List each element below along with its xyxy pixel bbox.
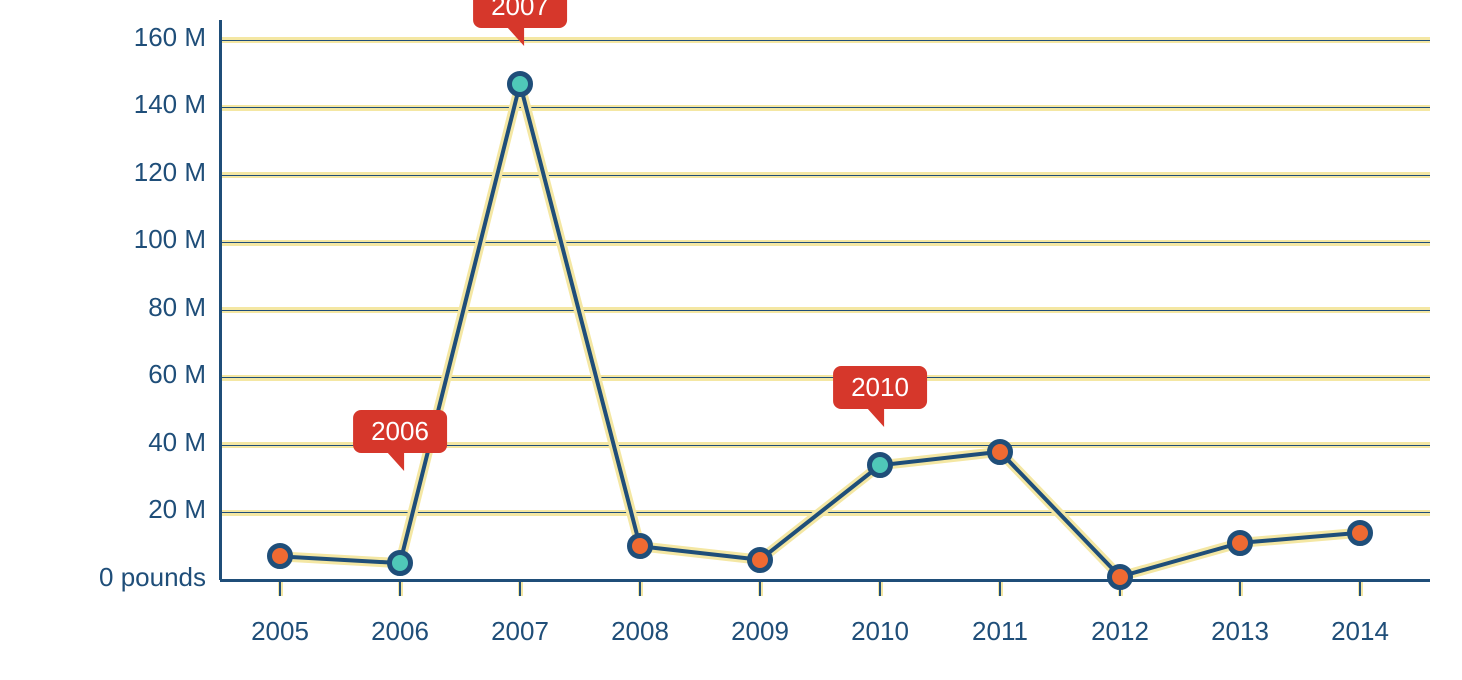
series-line	[0, 0, 1462, 680]
callout-tail-icon	[866, 407, 884, 427]
data-point[interactable]	[387, 550, 413, 576]
data-point[interactable]	[507, 71, 533, 97]
data-point[interactable]	[627, 533, 653, 559]
data-point[interactable]	[987, 439, 1013, 465]
callout: 2007	[473, 0, 567, 28]
pounds-by-year-chart: 0 pounds20 M40 M60 M80 M100 M120 M140 M1…	[0, 0, 1462, 680]
data-point[interactable]	[747, 547, 773, 573]
callout-label: 2007	[473, 0, 567, 28]
data-point[interactable]	[267, 543, 293, 569]
callout: 2010	[833, 366, 927, 409]
data-point[interactable]	[1107, 564, 1133, 590]
data-point[interactable]	[867, 452, 893, 478]
data-point[interactable]	[1227, 530, 1253, 556]
callout-label: 2006	[353, 410, 447, 453]
callout-tail-icon	[386, 451, 404, 471]
data-point[interactable]	[1347, 520, 1373, 546]
callout-tail-icon	[506, 26, 524, 46]
callout-label: 2010	[833, 366, 927, 409]
callout: 2006	[353, 410, 447, 453]
